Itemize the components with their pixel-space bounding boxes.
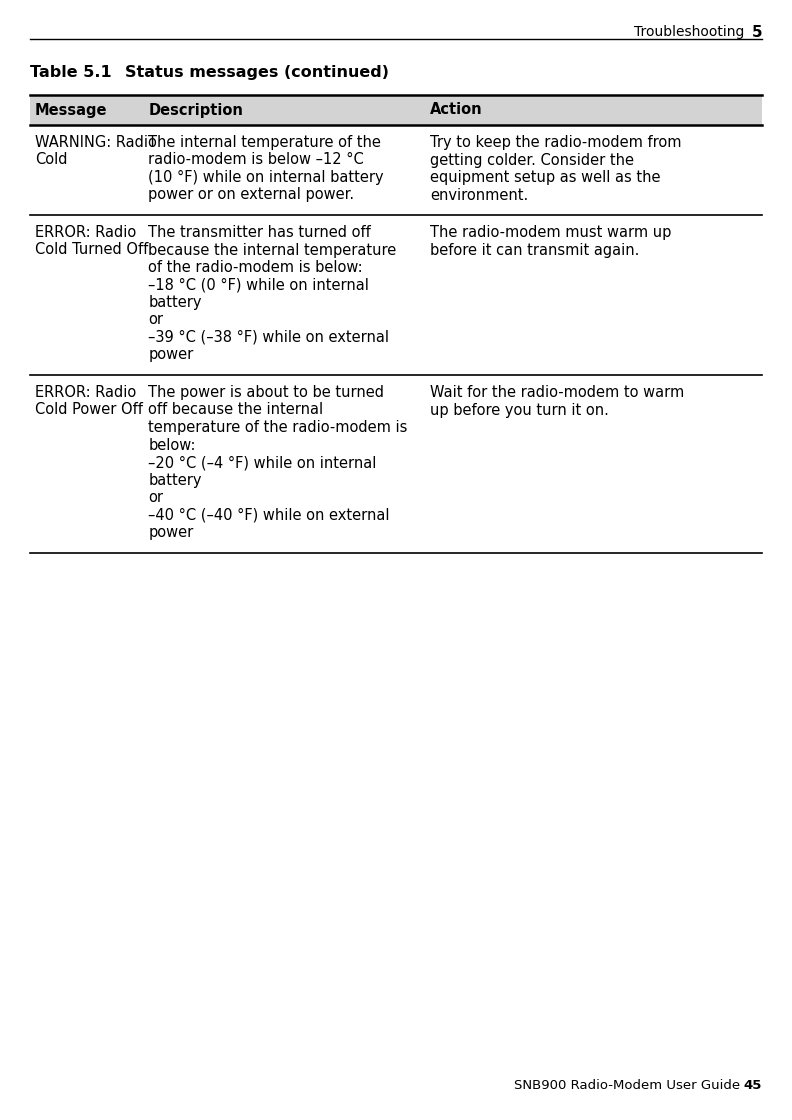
- Text: 5: 5: [752, 25, 762, 40]
- Text: Wait for the radio-modem to warm: Wait for the radio-modem to warm: [430, 385, 684, 400]
- Text: battery: battery: [148, 473, 202, 487]
- Text: Table 5.1: Table 5.1: [30, 65, 112, 80]
- Text: battery: battery: [148, 295, 202, 310]
- Text: power: power: [148, 525, 194, 540]
- Text: The internal temperature of the: The internal temperature of the: [148, 136, 381, 150]
- Text: because the internal temperature: because the internal temperature: [148, 243, 397, 258]
- Text: up before you turn it on.: up before you turn it on.: [430, 402, 609, 418]
- Text: –40 °C (–40 °F) while on external: –40 °C (–40 °F) while on external: [148, 507, 390, 523]
- Text: Troubleshooting: Troubleshooting: [634, 25, 744, 39]
- Text: Cold Power Off: Cold Power Off: [35, 402, 143, 418]
- Text: before it can transmit again.: before it can transmit again.: [430, 243, 640, 258]
- Text: power: power: [148, 347, 194, 363]
- Text: below:: below:: [148, 438, 196, 452]
- Text: getting colder. Consider the: getting colder. Consider the: [430, 152, 634, 168]
- Text: or: or: [148, 491, 163, 505]
- Text: –18 °C (0 °F) while on internal: –18 °C (0 °F) while on internal: [148, 278, 369, 292]
- Bar: [30, 95, 762, 125]
- Text: off because the internal: off because the internal: [148, 402, 324, 418]
- Text: radio-modem is below –12 °C: radio-modem is below –12 °C: [148, 152, 364, 168]
- Text: Description: Description: [148, 103, 243, 118]
- Text: Action: Action: [430, 103, 483, 118]
- Text: temperature of the radio-modem is: temperature of the radio-modem is: [148, 420, 408, 435]
- Text: The power is about to be turned: The power is about to be turned: [148, 385, 384, 400]
- Text: or: or: [148, 312, 163, 327]
- Text: Cold: Cold: [35, 152, 67, 168]
- Text: WARNING: Radio: WARNING: Radio: [35, 136, 157, 150]
- Text: of the radio-modem is below:: of the radio-modem is below:: [148, 260, 363, 276]
- Text: Try to keep the radio-modem from: Try to keep the radio-modem from: [430, 136, 682, 150]
- Text: Cold Turned Off: Cold Turned Off: [35, 243, 148, 258]
- Text: (10 °F) while on internal battery: (10 °F) while on internal battery: [148, 170, 384, 185]
- Text: –39 °C (–38 °F) while on external: –39 °C (–38 °F) while on external: [148, 330, 390, 345]
- Text: equipment setup as well as the: equipment setup as well as the: [430, 170, 661, 185]
- Text: ERROR: Radio: ERROR: Radio: [35, 385, 136, 400]
- Text: 45: 45: [744, 1079, 762, 1092]
- Text: ERROR: Radio: ERROR: Radio: [35, 225, 136, 240]
- Text: SNB900 Radio-Modem User Guide: SNB900 Radio-Modem User Guide: [514, 1079, 740, 1092]
- Text: Status messages (continued): Status messages (continued): [125, 65, 389, 80]
- Text: environment.: environment.: [430, 187, 528, 203]
- Text: –20 °C (–4 °F) while on internal: –20 °C (–4 °F) while on internal: [148, 455, 377, 470]
- Text: Message: Message: [35, 103, 108, 118]
- Text: The radio-modem must warm up: The radio-modem must warm up: [430, 225, 672, 240]
- Text: The transmitter has turned off: The transmitter has turned off: [148, 225, 371, 240]
- Text: power or on external power.: power or on external power.: [148, 187, 355, 203]
